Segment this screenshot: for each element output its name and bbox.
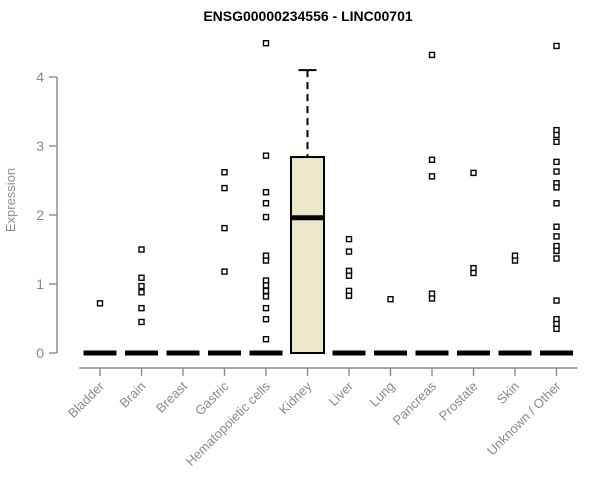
x-category-label: Liver — [326, 378, 357, 409]
y-tick-label: 4 — [36, 69, 44, 85]
outlier-point — [138, 318, 145, 326]
outlier-point — [262, 293, 270, 300]
y-tick-label: 2 — [36, 207, 44, 223]
outlier-point — [387, 295, 394, 303]
outlier-point — [553, 247, 560, 255]
outlier-point — [553, 138, 560, 146]
outlier-point — [262, 336, 270, 343]
x-category-label: Prostate — [436, 379, 481, 424]
y-tick-label: 0 — [36, 345, 44, 361]
outlier-point — [511, 257, 519, 264]
outlier-point — [428, 295, 436, 302]
outlier-point — [470, 269, 477, 277]
x-category-label: Gastric — [192, 378, 232, 418]
x-category-label: Skin — [494, 379, 522, 407]
zero-median-bar — [83, 350, 117, 356]
outlier-point — [345, 235, 353, 243]
zero-median-bar — [332, 350, 366, 356]
outlier-point — [221, 224, 228, 232]
zero-median-bar — [374, 350, 407, 356]
outlier-point — [262, 152, 270, 159]
outlier-point — [138, 282, 145, 290]
outlier-point — [138, 274, 145, 281]
x-category-label: Unknown / Other — [484, 378, 564, 458]
outlier-point — [262, 282, 270, 289]
outlier-point — [262, 213, 270, 221]
zero-median-bar — [208, 350, 241, 356]
y-tick-label: 3 — [36, 138, 44, 154]
outlier-point — [428, 51, 436, 59]
outlier-point — [262, 304, 270, 312]
outlier-point — [553, 200, 560, 207]
outlier-point — [553, 131, 560, 139]
median-line — [291, 215, 324, 221]
outlier-point — [553, 184, 560, 191]
x-category-label: Lung — [367, 379, 398, 410]
plot-marks — [83, 39, 573, 356]
outlier-point — [345, 292, 353, 299]
outlier-point — [345, 248, 353, 255]
outlier-point — [96, 300, 104, 307]
outlier-point — [138, 304, 145, 312]
zero-median-bar — [415, 350, 449, 356]
outlier-point — [262, 315, 270, 323]
outlier-point — [221, 184, 228, 192]
x-category-label: Breast — [153, 378, 190, 415]
outlier-point — [470, 169, 477, 177]
outlier-point — [262, 39, 270, 47]
zero-median-bar — [540, 350, 573, 356]
zero-median-bar — [166, 350, 200, 356]
outlier-point — [553, 158, 560, 166]
zero-median-bar — [457, 350, 490, 356]
outlier-point — [262, 287, 270, 295]
zero-median-bar — [125, 350, 158, 356]
outlier-point — [553, 255, 560, 262]
outlier-point — [553, 325, 560, 333]
outlier-point — [138, 289, 145, 296]
outlier-point — [553, 223, 560, 230]
outlier-point — [345, 272, 353, 279]
zero-median-bar — [249, 350, 283, 356]
x-category-label: Pancreas — [390, 378, 440, 428]
zero-median-bar — [498, 350, 532, 356]
y-axis-label: Expression — [3, 168, 18, 232]
outlier-point — [428, 156, 436, 164]
outlier-point — [553, 297, 560, 304]
outlier-point — [553, 168, 560, 175]
outlier-point — [553, 42, 560, 50]
outlier-point — [221, 268, 228, 275]
outlier-point — [262, 200, 270, 207]
x-category-label: Brain — [117, 379, 149, 411]
outlier-point — [262, 257, 270, 264]
box — [290, 156, 325, 354]
outlier-point — [428, 173, 436, 180]
outlier-point — [553, 233, 560, 240]
x-category-label: Kidney — [276, 378, 315, 417]
chart-title: ENSG00000234556 - LINC00701 — [203, 8, 413, 24]
y-tick-label: 1 — [36, 276, 44, 292]
outlier-point — [221, 169, 228, 176]
outlier-point — [138, 246, 145, 253]
outlier-point — [262, 189, 270, 196]
x-category-label: Bladder — [65, 378, 108, 421]
